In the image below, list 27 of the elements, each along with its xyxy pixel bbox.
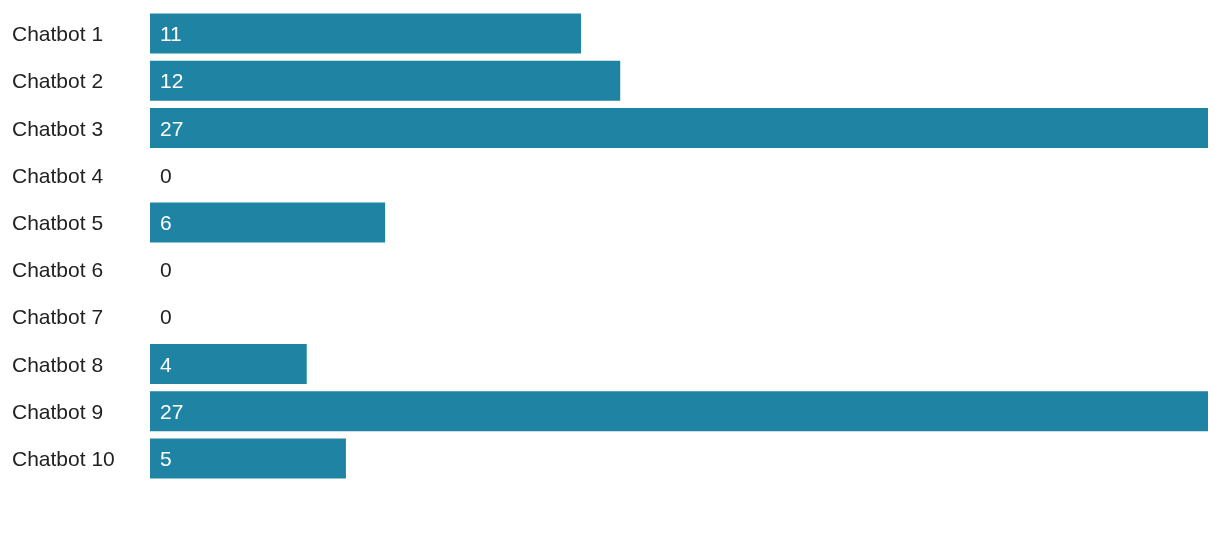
bar [150, 60, 621, 101]
data-label: 5 [160, 446, 172, 470]
y-tick-label: Chatbot 10 [12, 446, 115, 470]
y-tick-label: Chatbot 5 [12, 210, 104, 234]
y-tick-label: Chatbot 1 [12, 22, 104, 46]
y-tick-label: Chatbot 8 [12, 352, 104, 376]
y-tick-label: Chatbot 4 [12, 163, 104, 187]
bar [150, 344, 307, 384]
data-label: 4 [160, 352, 172, 376]
data-label: 0 [160, 305, 172, 329]
data-label: 0 [160, 258, 172, 282]
bar [150, 13, 582, 54]
bar [150, 108, 1208, 148]
data-label: 6 [160, 210, 172, 234]
bar [150, 438, 346, 479]
data-label: 11 [160, 22, 182, 46]
data-label: 27 [160, 399, 184, 423]
y-tick-label: Chatbot 2 [12, 69, 104, 93]
y-tick-label: Chatbot 9 [12, 399, 104, 423]
y-tick-label: Chatbot 7 [12, 305, 104, 329]
data-label: 12 [160, 69, 184, 93]
y-tick-label: Chatbot 6 [12, 258, 104, 282]
data-label: 27 [160, 116, 184, 140]
bar [150, 391, 1208, 432]
data-label: 0 [160, 163, 172, 187]
bar [150, 202, 386, 243]
y-tick-label: Chatbot 3 [12, 116, 104, 140]
